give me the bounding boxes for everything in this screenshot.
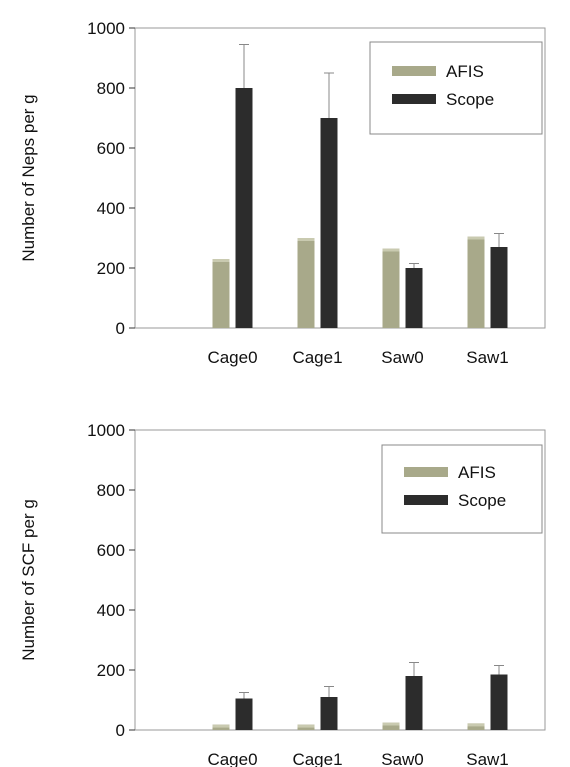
legend-label-afis: AFIS — [458, 463, 496, 482]
y-axis-label: Number of SCF per g — [19, 499, 38, 661]
legend-swatch-afis — [404, 467, 448, 477]
x-tick-label: Cage1 — [292, 750, 342, 767]
bar-highlight — [382, 722, 400, 726]
legend-swatch-scope — [404, 495, 448, 505]
bar-highlight — [212, 259, 230, 262]
legend-swatch-scope — [392, 94, 436, 104]
bar-highlight — [467, 723, 485, 727]
bar-scope-saw1 — [490, 674, 508, 730]
bar-scope-cage1 — [320, 118, 338, 328]
legend-label-afis: AFIS — [446, 62, 484, 81]
plot-frame — [134, 429, 546, 731]
y-axis-label: Number of Neps per g — [19, 94, 38, 261]
legend-label-scope: Scope — [446, 90, 494, 109]
bar-scope-saw0 — [405, 676, 423, 730]
y-tick-label: 1000 — [87, 421, 125, 440]
legend-box — [369, 41, 543, 135]
bar-highlight — [382, 248, 400, 252]
bar-highlight — [297, 724, 315, 728]
bar-afis-cage1 — [297, 238, 315, 328]
x-tick-label: Cage1 — [292, 348, 342, 367]
bar-scope-cage1 — [320, 697, 338, 730]
plot-frame — [134, 27, 546, 329]
y-tick-label: 800 — [97, 79, 125, 98]
x-tick-label: Cage0 — [207, 750, 257, 767]
x-tick-label: Saw1 — [466, 348, 509, 367]
bar-scope-saw0 — [405, 268, 423, 328]
bar-afis-cage0 — [212, 259, 230, 328]
neps-chart: 0 200 400 600 800 1000 Number of Neps per g Cag… — [19, 19, 546, 367]
legend-swatch-afis — [392, 66, 436, 76]
bar-highlight — [467, 236, 485, 240]
x-tick-label: Saw0 — [381, 348, 424, 367]
bar-scope-cage0 — [235, 698, 253, 730]
x-tick-label: Cage0 — [207, 348, 257, 367]
y-tick-label: 400 — [97, 199, 125, 218]
bar-highlight — [212, 724, 230, 728]
y-tick-label: 1000 — [87, 19, 125, 38]
legend-box — [381, 444, 543, 534]
y-tick-label: 600 — [97, 139, 125, 158]
bar-afis-saw0 — [382, 722, 400, 730]
y-tick-label: 200 — [97, 661, 125, 680]
bar-afis-saw1 — [467, 236, 485, 328]
bar-scope-cage0 — [235, 88, 253, 328]
y-tick-label: 800 — [97, 481, 125, 500]
y-tick-label: 400 — [97, 601, 125, 620]
y-tick-label: 600 — [97, 541, 125, 560]
legend-label-scope: Scope — [458, 491, 506, 510]
y-tick-label: 200 — [97, 259, 125, 278]
bar-scope-saw1 — [490, 247, 508, 328]
y-tick-label: 0 — [116, 721, 125, 740]
scf-chart: 0 200 400 600 800 1000 Number of SCF per g Cage… — [19, 421, 546, 767]
bar-afis-saw0 — [382, 248, 400, 328]
bar-afis-saw1 — [467, 723, 485, 730]
y-tick-label: 0 — [116, 319, 125, 338]
x-tick-label: Saw1 — [466, 750, 509, 767]
x-tick-label: Saw0 — [381, 750, 424, 767]
bar-highlight — [297, 238, 315, 241]
